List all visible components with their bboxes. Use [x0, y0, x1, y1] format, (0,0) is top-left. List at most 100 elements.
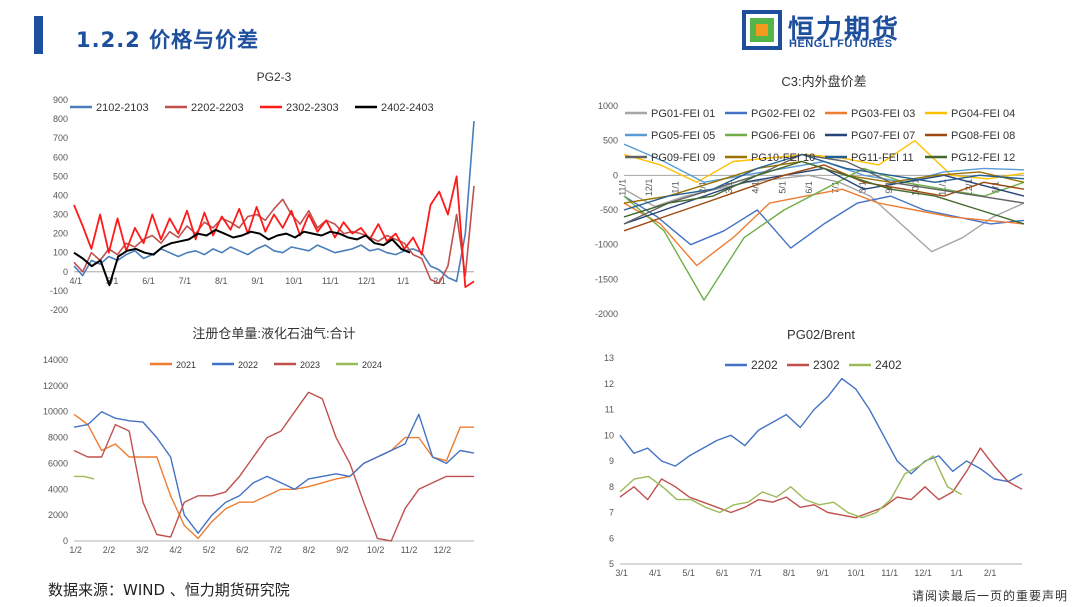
x-tick-label: 10/1 [285, 276, 303, 286]
y-tick-label: 8 [609, 482, 614, 492]
legend-label: 2021 [176, 360, 196, 370]
legend-label: PG03-FEI 03 [851, 108, 915, 120]
x-tick-label: 12/1 [644, 179, 654, 197]
y-tick-label: 300 [53, 210, 68, 220]
legend-label: PG06-FEI 06 [751, 130, 815, 142]
logo-text-en: HENGLI FUTURES [789, 38, 893, 50]
data-source-note: 数据来源：WIND 、恒力期货研究院 [48, 581, 290, 599]
x-tick-label: 7/1 [831, 181, 841, 194]
x-tick-label: 12/1 [358, 276, 376, 286]
x-tick-label: 7/1 [179, 276, 192, 286]
disclaimer-note: 请阅读最后一页的重要声明 [911, 589, 1068, 603]
chart-title: PG2-3 [257, 70, 292, 84]
series-line-2302-2303 [73, 175, 475, 289]
series-line-2202-2203 [73, 185, 475, 285]
x-tick-label: 10/1 [847, 568, 865, 577]
x-tick-label: 6/2 [236, 545, 249, 555]
legend-label: PG02-FEI 02 [751, 108, 815, 120]
y-tick-label: 500 [603, 136, 618, 146]
series-line-2021 [73, 413, 474, 540]
x-tick-label: 8/1 [215, 276, 228, 286]
x-tick-label: 12/2 [434, 545, 452, 555]
x-tick-label: 2/1 [697, 181, 707, 194]
y-tick-label: 12 [604, 379, 614, 389]
y-tick-label: 10000 [43, 407, 68, 417]
y-tick-label: 2000 [48, 510, 68, 520]
x-tick-label: 4/1 [649, 568, 662, 577]
x-tick-label: 1/1 [950, 568, 963, 577]
x-tick-label: 9/1 [884, 181, 894, 194]
x-tick-label: 7/2 [269, 545, 282, 555]
y-tick-label: 0 [63, 267, 68, 277]
x-tick-label: 11/1 [937, 179, 947, 196]
x-tick-label: 6/1 [804, 181, 814, 194]
y-tick-label: -500 [600, 205, 618, 215]
y-tick-label: 100 [53, 248, 68, 258]
x-tick-label: 7/1 [749, 568, 762, 577]
x-tick-label: 1/1 [397, 276, 410, 286]
y-tick-label: -1000 [595, 240, 618, 250]
chart-registered-warrants: 注册仓单量:液化石油气:合计 0 2000 4000 6000 8000 10000 1200… [43, 326, 475, 555]
chart-title: PG02/Brent [787, 327, 855, 342]
series-line-PG04-FEI 04 [623, 139, 1025, 184]
x-tick-label: 3/1 [615, 568, 628, 577]
y-tick-label: 12000 [43, 381, 68, 391]
legend-label: 2402-2403 [381, 102, 434, 114]
x-tick-label: 1/1 [671, 181, 681, 194]
y-tick-label: 4000 [48, 484, 68, 494]
x-tick-label: 1/2 [69, 545, 82, 555]
legend-label: PG04-FEI 04 [951, 108, 1015, 120]
legend-label: 2202-2203 [191, 102, 244, 114]
x-tick-label: 11/1 [617, 179, 627, 196]
x-tick-label: 8/2 [303, 545, 316, 555]
series-line-2023 [73, 391, 474, 542]
y-tick-label: 400 [53, 190, 68, 200]
y-tick-label: 5 [609, 559, 614, 569]
series-line-2024 [74, 475, 95, 480]
y-tick-label: 10 [604, 430, 614, 440]
legend-label: 2024 [362, 360, 382, 370]
x-tick-label: 4/2 [169, 545, 182, 555]
series-line-2402-2403 [73, 228, 411, 287]
chart-pg2-3: PG2-3 -200 -100 0 100 200 300 400 500 600 700 800 90… [50, 70, 475, 315]
x-tick-label: 5/2 [203, 545, 216, 555]
x-tick-label: 9/1 [816, 568, 829, 577]
legend-label: PG08-FEI 08 [951, 130, 1015, 142]
y-tick-label: 0 [613, 170, 618, 180]
y-tick-label: 6000 [48, 458, 68, 468]
series-line-PG09-FEI 09 [623, 153, 1025, 225]
y-tick-label: -1500 [595, 274, 618, 284]
chart-title: C3:内外盘价差 [781, 74, 866, 89]
x-tick-label: 4/1 [70, 276, 83, 286]
chart-c3-spread: C3:内外盘价差 -2000 -1500 -1000 -500 0 500 1000 11/1 1… [595, 74, 1025, 319]
legend-label: PG12-FEI 12 [951, 152, 1015, 164]
x-tick-label: 8/1 [857, 181, 867, 194]
legend-label: 2102-2103 [96, 102, 149, 114]
y-tick-label: 900 [53, 95, 68, 105]
y-tick-label: 500 [53, 171, 68, 181]
series-line-2022 [73, 410, 475, 534]
y-tick-label: 9 [609, 456, 614, 466]
section-title-bar [34, 16, 43, 54]
series-line-2102-2103 [73, 120, 475, 283]
x-tick-label: 8/1 [783, 568, 796, 577]
section-title: 1.2.2 价格与价差 [76, 28, 260, 52]
legend-label: PG11-FEI 11 [851, 152, 914, 164]
y-tick-label: 600 [53, 152, 68, 162]
x-tick-label: 4/1 [751, 181, 761, 194]
x-tick-label: 10/2 [367, 545, 385, 555]
x-tick-label: 9/2 [336, 545, 349, 555]
x-tick-label: 6/1 [142, 276, 155, 286]
legend-label: PG09-FEI 09 [651, 152, 715, 164]
series-line-PG12-FEI 12 [623, 160, 1025, 225]
legend-label: 2302-2303 [286, 102, 339, 114]
series-line-2202 [619, 377, 1023, 483]
x-tick-label: 3/2 [136, 545, 149, 555]
y-tick-label: -2000 [595, 309, 618, 319]
y-tick-label: 14000 [43, 355, 68, 365]
y-tick-label: 7 [609, 508, 614, 518]
legend-label: PG05-FEI 05 [651, 130, 715, 142]
chart-title: 注册仓单量:液化石油气:合计 [192, 326, 355, 341]
series-line-2402 [619, 455, 963, 519]
series-line-PG01-FEI 01 [623, 174, 1025, 253]
